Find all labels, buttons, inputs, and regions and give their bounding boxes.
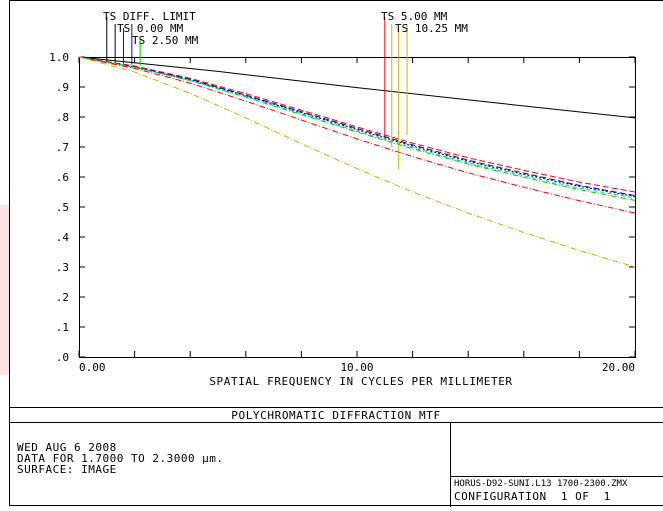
y-tick-label: .8 [56,111,69,124]
mtf-series-1 [79,57,635,118]
chart-title: POLYCHROMATIC DIFFRACTION MTF [231,409,440,422]
outer-border [10,1,663,506]
x-axis-label: SPATIAL FREQUENCY IN CYCLES PER MILLIMET… [209,375,512,388]
y-tick-label: .6 [56,171,69,184]
legend-label-5: TS 10.25 MM [395,22,468,35]
y-tick-label: .0 [56,351,69,364]
y-tick-label: .1 [56,321,69,334]
surface-label: SURFACE: IMAGE [17,464,117,475]
mtf-series-2 [79,57,635,196]
mtf-series-7 [79,57,635,213]
mtf-report-frame: .0 .1 .2 .3 .4 .5 .6 .7 .8 .9 1.0 0.00 10.00 20.00 SPA… [9,0,663,507]
configuration-label: CONFIGURATION 1 OF 1 [454,491,611,502]
mtf-series-8 [79,57,635,267]
mtf-series-3 [79,57,635,192]
y-tick-label: .4 [56,231,70,244]
y-tick-label: .9 [56,81,69,94]
mtf-series-6 [79,57,635,198]
mtf-series-4 [79,57,635,197]
y-tick-label: .2 [56,291,69,304]
mtf-plot: .0 .1 .2 .3 .4 .5 .6 .7 .8 .9 1.0 0.00 10.00 20.00 SPA… [9,0,663,507]
y-tick-label: .5 [56,201,69,214]
plot-area [80,58,636,358]
y-tick-label: 1.0 [49,51,69,64]
y-tick-label: .7 [56,141,69,154]
side-highlight [0,205,9,375]
lens-file-name: HORUS-D92-SUNI.L13 1700-2300.ZMX [454,479,627,490]
legend-label-3: TS 2.50 MM [132,34,199,47]
x-tick-label: 20.00 [602,361,635,374]
x-tick-label: 0.00 [79,361,106,374]
x-tick-label: 10.00 [340,361,373,374]
y-tick-label: .3 [56,261,69,274]
